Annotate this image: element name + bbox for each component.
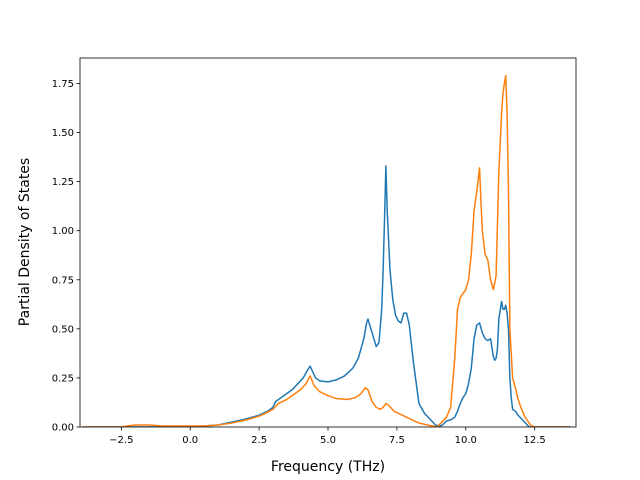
y-tick-label: 0.00 [52,423,74,434]
y-axis-ticks: 0.00 0.25 0.50 0.75 1.00 1.25 1.50 1.75 [52,79,80,434]
y-tick-label: 0.50 [52,324,74,335]
y-tick-label: 0.75 [52,275,74,286]
x-tick-label: 0.0 [182,435,198,446]
x-axis-ticks: −2.5 0.0 2.5 5.0 7.5 10.0 12.5 [109,427,546,446]
plot-frame [79,57,577,428]
y-tick-label: 1.75 [52,79,74,90]
y-tick-label: 1.25 [52,177,74,188]
series-line-2 [82,74,572,427]
x-tick-label: −2.5 [109,435,133,446]
x-tick-label: 7.5 [389,435,405,446]
x-axis-label: Frequency (THz) [271,459,385,475]
x-tick-label: 10.0 [455,435,477,446]
y-tick-label: 1.00 [52,226,74,237]
x-tick-label: 2.5 [251,435,267,446]
series-line-1 [82,165,572,427]
y-tick-label: 0.25 [52,373,74,384]
series-layer [82,74,572,427]
x-tick-label: 12.5 [524,435,546,446]
y-tick-label: 1.50 [52,128,74,139]
plot-area [80,58,576,427]
y-axis-label: Partial Density of States [17,158,33,326]
x-tick-label: 5.0 [320,435,336,446]
